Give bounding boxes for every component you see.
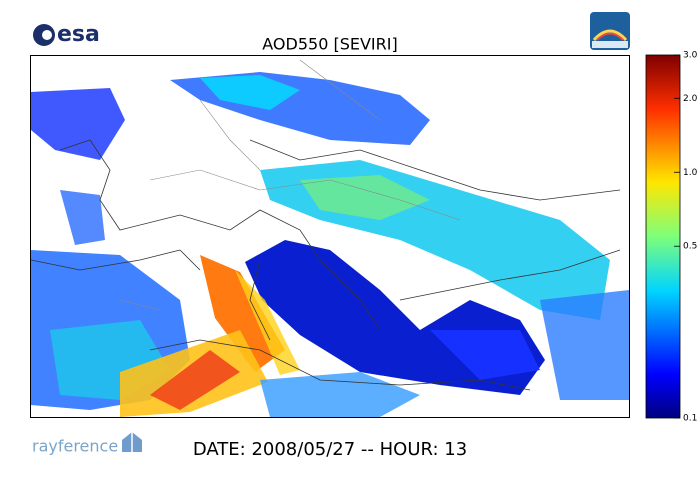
map-frame	[30, 55, 630, 418]
colorbar-tick-label: 2.0	[683, 94, 698, 104]
aod-map	[31, 56, 629, 417]
rayference-text: rayference	[32, 437, 118, 456]
colorbar	[645, 54, 681, 419]
map-title: AOD550 [SEVIRI]	[262, 35, 397, 54]
rayference-logo: rayference	[32, 432, 142, 456]
colorbar-tick-label: 0.1	[683, 414, 697, 424]
esa-text: esa	[57, 22, 100, 47]
colorbar-tick-label: 0.5	[683, 242, 697, 252]
date-label: DATE: 2008/05/27 -- HOUR: 13	[193, 439, 467, 460]
colorbar-tick-label: 3.0	[683, 51, 698, 61]
esa-logo: esa	[33, 22, 100, 47]
app-icon	[590, 12, 630, 50]
colorbar-ticks: 3.0 2.0 1.0 0.5 0.1	[674, 51, 698, 424]
colorbar-tick-label: 1.0	[683, 168, 698, 178]
